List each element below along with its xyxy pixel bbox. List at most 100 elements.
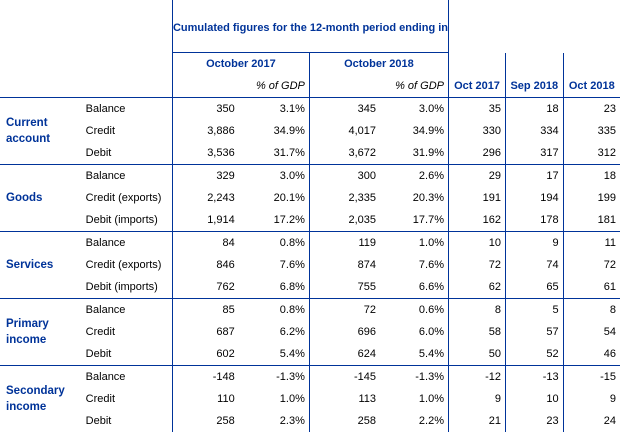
table-row: Credit 687 6.2% 696 6.0% 58 57 54 [0, 320, 620, 343]
pct-gdp-oct-2017: 20.1% [273, 191, 305, 204]
month-sep-2018: 9 [505, 231, 564, 254]
month-sep-2018: 5 [505, 298, 564, 321]
table-row: Debit (imports) 762 6.8% 755 6.6% 62 65 61 [0, 275, 620, 299]
table-row: Primary income Balance 85 0.8% 72 0.6% 8 5 8 [0, 298, 620, 366]
month-col-oct-2017: Oct 2017 [448, 74, 506, 98]
value-oct-2017: -148 [171, 365, 239, 388]
row-label: Debit (imports) [77, 275, 173, 299]
pct-gdp-oct-2017: 7.6% [279, 258, 305, 271]
month-oct-2017: 72 [448, 253, 506, 276]
pct-gdp-oct-2018: 31.9% [380, 141, 449, 165]
value-oct-2018: 72 [308, 298, 381, 321]
month-sep-2018: 10 [505, 387, 564, 410]
pct-gdp-oct-2018: 34.9% [412, 124, 444, 137]
month-oct-2018: 312 [562, 141, 620, 165]
pct-gdp-oct-2018: 6.0% [418, 325, 444, 338]
value-oct-2018: 624 [308, 342, 381, 366]
month-oct-2018: 11 [562, 231, 620, 254]
pct-gdp-oct-2017: 6.8% [238, 275, 310, 299]
row-label: Credit [85, 325, 116, 338]
month-oct-2017: 10 [448, 231, 506, 254]
pct-gdp-oct-2018: 6.6% [380, 275, 449, 299]
month-oct-2018: 335 [562, 119, 620, 142]
pct-gdp-oct-2017: 3.0% [279, 169, 305, 182]
pct-gdp-oct-2018: 2.6% [418, 169, 444, 182]
value-oct-2017: 110 [171, 387, 239, 410]
pct-gdp-oct-2018: 1.0% [418, 236, 444, 249]
month-sep-2018: 178 [505, 208, 564, 232]
month-oct-2018: 18 [562, 164, 620, 187]
pct-gdp-oct-2018: -1.3% [415, 370, 444, 383]
month-oct-2017: 191 [448, 186, 506, 209]
value-oct-2017: 602 [171, 342, 239, 366]
month-oct-2018: 72 [562, 253, 620, 276]
pct-gdp-oct-2018: 0.6% [418, 303, 444, 316]
month-sep-2018: 74 [505, 253, 564, 276]
month-col-sep-2018: Sep 2018 [505, 74, 564, 98]
value-oct-2017: 3,536 [171, 141, 239, 165]
value-oct-2018: 258 [308, 409, 381, 432]
month-oct-2018: 199 [562, 186, 620, 209]
value-oct-2018: 696 [308, 320, 381, 343]
row-label: Balance [85, 102, 126, 115]
row-label: Balance [85, 303, 126, 316]
table-row: Debit 3,536 31.7% 3,672 31.9% 296 317 312 [0, 141, 620, 165]
row-label: Debit [85, 414, 112, 427]
month-col-oct-2018: Oct 2018 [562, 74, 620, 98]
month-oct-2017: 50 [448, 342, 506, 366]
pct-gdp-oct-2017: 0.8% [279, 236, 305, 249]
header-empty [506, 0, 564, 53]
value-oct-2018: 345 [308, 97, 381, 120]
pct-gdp-oct-2017: 3.1% [279, 102, 305, 115]
period-oct-2018: October 2018 [308, 52, 449, 75]
category-label: Services [0, 231, 78, 299]
pct-gdp-oct-2018: 3.0% [418, 102, 444, 115]
month-sep-2018: 334 [505, 119, 564, 142]
month-oct-2018: -15 [562, 365, 620, 388]
pct-gdp-oct-2017: 0.8% [279, 303, 305, 316]
month-sep-2018: 23 [505, 409, 564, 432]
row-label: Balance [85, 370, 126, 383]
row-label: Balance [85, 236, 126, 249]
month-oct-2017: 21 [448, 409, 506, 432]
pct-gdp-oct-2017: 31.7% [238, 141, 310, 165]
category-label: Primary income [0, 298, 78, 366]
category-label: Goods [0, 164, 78, 232]
table-row: Credit (exports) 2,243 20.1% 2,335 20.3% 191 1… [0, 186, 620, 209]
table-row: Secondary income Balance -148 -1.3% -145 -1.3… [0, 365, 620, 413]
value-oct-2017: 350 [171, 97, 239, 120]
pct-gdp-oct-2018: 7.6% [418, 258, 444, 271]
value-oct-2018: -145 [308, 365, 381, 388]
header-empty [563, 0, 620, 53]
header-empty [448, 0, 506, 53]
month-oct-2017: 9 [448, 387, 506, 410]
corner-empty [0, 0, 78, 53]
row-label: Credit [85, 392, 116, 405]
pct-gdp-oct-2017: 6.2% [279, 325, 305, 338]
value-oct-2018: 2,035 [308, 208, 381, 232]
month-oct-2018: 8 [562, 298, 620, 321]
value-oct-2017: 2,243 [171, 186, 239, 209]
pct-gdp-oct-2018: 20.3% [412, 191, 444, 204]
month-oct-2018: 181 [562, 208, 620, 232]
pct-gdp-header: % of GDP [238, 74, 310, 98]
table-row: Credit 110 1.0% 113 1.0% 9 10 9 [0, 387, 620, 410]
month-oct-2017: 162 [448, 208, 506, 232]
value-oct-2017: 762 [171, 275, 239, 299]
value-oct-2017: 1,914 [171, 208, 239, 232]
pct-gdp-oct-2018: 1.0% [418, 392, 444, 405]
month-oct-2018: 23 [562, 97, 620, 120]
value-oct-2018: 300 [308, 164, 381, 187]
pct-gdp-oct-2017: 5.4% [238, 342, 310, 366]
value-oct-2017: 258 [171, 409, 239, 432]
value-oct-2018: 2,335 [308, 186, 381, 209]
table-row: Goods Balance 329 3.0% 300 2.6% 29 17 18 [0, 164, 620, 232]
month-oct-2018: 24 [562, 409, 620, 432]
row-label: Credit [85, 124, 116, 137]
month-oct-2017: 29 [448, 164, 506, 187]
row-label: Debit (imports) [77, 208, 173, 232]
value-oct-2017: 329 [171, 164, 239, 187]
corner-empty [78, 0, 173, 53]
month-oct-2018: 46 [562, 342, 620, 366]
